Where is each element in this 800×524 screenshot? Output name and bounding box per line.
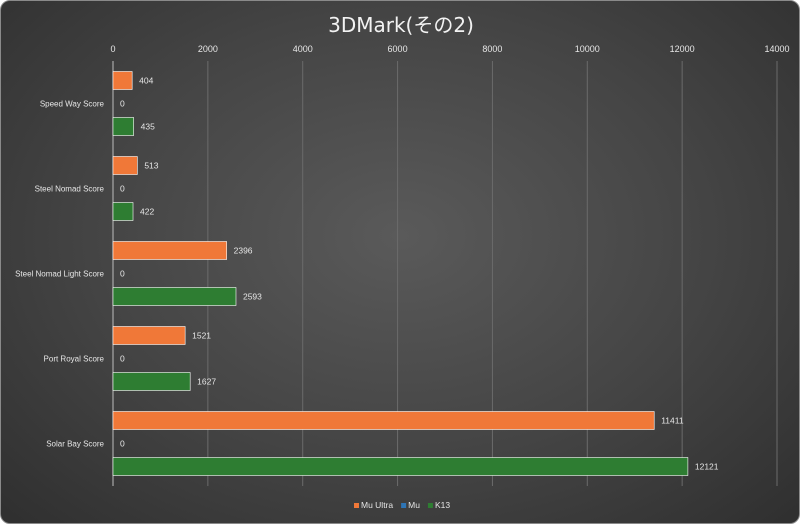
- bar-mu-ultra: [112, 71, 133, 90]
- bar-mu-ultra: [112, 241, 227, 260]
- legend-swatch: [401, 503, 407, 508]
- category-label: Steel Nomad Light Score: [15, 270, 104, 279]
- data-label: 12121: [695, 462, 719, 472]
- legend-label: Mu Ultra: [361, 500, 393, 510]
- data-label: 513: [144, 161, 158, 171]
- x-tick-label: 0: [110, 44, 115, 54]
- category-label: Speed Way Score: [40, 100, 105, 109]
- data-label: 404: [139, 76, 153, 86]
- data-label: 2396: [234, 246, 253, 256]
- bar-k13: [112, 117, 134, 136]
- category-label: Steel Nomad Score: [35, 185, 105, 194]
- data-label: 2593: [243, 292, 262, 302]
- legend-label: K13: [435, 500, 450, 510]
- category-label: Solar Bay Score: [46, 440, 104, 449]
- bar-k13: [112, 457, 689, 476]
- x-tick-label: 6000: [388, 44, 408, 54]
- data-label: 422: [140, 207, 154, 217]
- data-label: 1521: [192, 331, 211, 341]
- bar-k13: [112, 202, 134, 221]
- chart-title: 3DMark(その2): [328, 13, 474, 37]
- bar-mu-ultra: [112, 156, 138, 175]
- x-tick-label: 12000: [670, 44, 695, 54]
- x-tick-label: 10000: [575, 44, 600, 54]
- legend-swatch: [354, 503, 359, 508]
- data-label: 0: [120, 354, 125, 364]
- x-tick-label: 14000: [764, 44, 789, 54]
- data-label: 0: [120, 439, 125, 449]
- data-label: 435: [141, 122, 155, 132]
- legend-label: Mu: [408, 500, 420, 510]
- x-tick-label: 4000: [293, 44, 313, 54]
- x-tick-label: 8000: [482, 44, 502, 54]
- data-label: 0: [120, 184, 125, 194]
- category-label: Port Royal Score: [44, 355, 105, 364]
- bar-k13: [112, 287, 237, 306]
- legend-swatch: [427, 503, 433, 508]
- data-label: 1627: [197, 377, 216, 387]
- data-label: 11411: [661, 416, 684, 426]
- bar-mu-ultra: [112, 411, 655, 430]
- data-label: 0: [120, 269, 125, 279]
- bar-mu-ultra: [112, 326, 186, 345]
- bar-k13: [112, 372, 191, 391]
- data-label: 0: [120, 99, 125, 109]
- x-tick-label: 2000: [198, 44, 218, 54]
